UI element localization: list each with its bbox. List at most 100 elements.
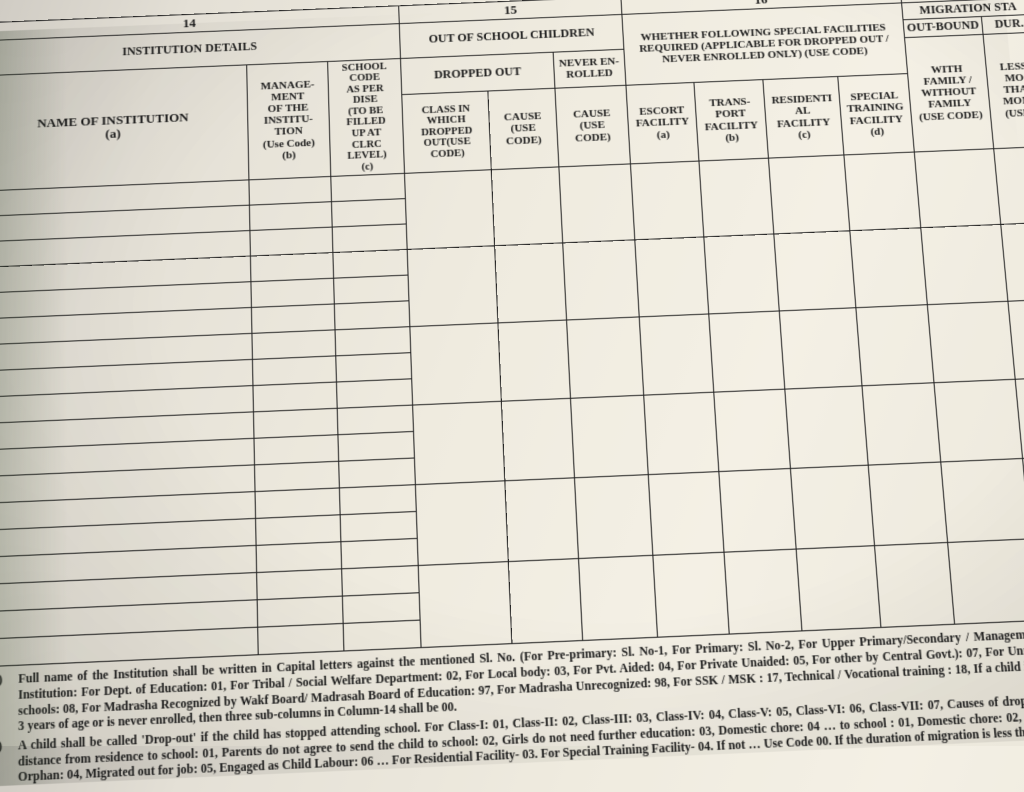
entry-cell	[335, 327, 411, 356]
entry-cell-wide	[796, 546, 881, 631]
entry-cell	[252, 356, 336, 386]
entry-cell-wide	[492, 167, 563, 246]
entry-cell-wide	[405, 170, 495, 250]
entry-cell	[341, 566, 419, 597]
entry-cell	[253, 382, 337, 412]
entry-cell-wide	[509, 559, 582, 644]
data-rows: 1)2)3)1)2)3)1)2)3)1)2)3)1)2)3)1)2)3)	[0, 147, 1024, 668]
entry-cell-wide	[779, 308, 862, 389]
col17-withfam: WITH FAMILY / WITHOUT FAMILY (USE CODE)	[904, 34, 994, 152]
col14-a: NAME OF INSTITUTION (a)	[0, 65, 249, 192]
entry-cell-wide	[773, 231, 856, 311]
entry-cell	[251, 278, 334, 307]
col16-a: ESCORT FACILITY (a)	[626, 82, 699, 164]
entry-cell-wide	[505, 478, 578, 562]
entry-cell-wide	[768, 155, 850, 234]
entry-cell-wide	[724, 549, 801, 634]
col16-c: RESIDENTI AL FACILITY (c)	[762, 76, 844, 158]
entry-cell	[343, 620, 421, 651]
entry-cell	[333, 250, 409, 279]
note-14-idx: (14)	[0, 673, 3, 690]
note-15-idx: (15)	[0, 739, 2, 756]
entry-cell	[331, 173, 406, 201]
entry-cell-wide	[566, 317, 644, 398]
entry-cell-wide	[495, 243, 566, 323]
entry-cell	[341, 539, 419, 569]
entry-cell	[332, 224, 408, 253]
entry-cell-wide	[868, 462, 947, 546]
entry-cell-wide	[940, 459, 1024, 543]
entry-cell	[337, 405, 414, 435]
entry-cell	[252, 330, 336, 360]
entry-cell	[256, 542, 341, 573]
entry-cell-wide	[790, 465, 875, 549]
entry-cell	[338, 458, 415, 488]
entry-cell-wide	[498, 320, 570, 401]
entry-cell-wide	[934, 379, 1023, 462]
entry-cell-wide	[875, 543, 954, 628]
entry-cell	[331, 199, 406, 227]
entry-cell-wide	[419, 562, 513, 648]
entry-cell	[340, 512, 418, 542]
entry-cell	[336, 379, 413, 409]
entry-cell	[254, 461, 339, 491]
entry-cell-wide	[947, 539, 1024, 624]
entry-cell-wide	[578, 555, 657, 640]
entry-cell	[251, 304, 334, 333]
entry-cell-wide	[639, 314, 714, 395]
section-16-title: WHETHER FOLLOWING SPECIAL FACILITIES REQ…	[622, 3, 907, 85]
entry-cell-wide	[413, 401, 505, 484]
entry-cell	[250, 253, 333, 282]
entry-cell-wide	[574, 475, 653, 559]
entry-cell-wide	[570, 395, 648, 478]
entry-cell	[334, 301, 410, 330]
entry-cell-wide	[927, 301, 1016, 383]
survey-form-table: 14 15 16 17 INSTITUTION DETAILS OUT OF S…	[0, 0, 1024, 668]
col16-b: TRANS- PORT FACILITY (b)	[694, 80, 768, 162]
entry-cell-wide	[704, 234, 779, 314]
entry-cell	[255, 488, 340, 518]
entry-cell	[342, 593, 420, 624]
entry-cell	[249, 177, 331, 206]
entry-cell-wide	[920, 225, 1008, 305]
entry-cell	[333, 275, 409, 304]
entry-cell	[255, 515, 340, 546]
col15-class: CLASS IN WHICH DROPPED OUT(USE CODE)	[402, 91, 492, 174]
entry-cell-wide	[653, 552, 730, 637]
col15-cause: CAUSE (USE CODE)	[488, 88, 558, 170]
entry-cell	[257, 569, 343, 600]
col15-cause-never: CAUSE (USE CODE)	[555, 85, 631, 167]
col14-b: MANAGE- MENT OF THE INSTITU- TION (Use C…	[247, 61, 331, 180]
entry-cell	[254, 435, 339, 465]
entry-cell	[257, 596, 343, 627]
entry-cell-wide	[558, 164, 634, 243]
entry-cell	[338, 432, 415, 462]
col15-never: NEVER EN- ROLLED	[553, 49, 626, 88]
col17-dur: DUR.	[982, 15, 1024, 34]
entry-cell-wide	[714, 389, 790, 471]
entry-cell-wide	[407, 246, 498, 327]
entry-cell	[250, 227, 333, 256]
col16-d: SPECIAL TRAINING FACILITY (d)	[838, 74, 914, 156]
entry-cell-wide	[914, 149, 1001, 228]
entry-cell-wide	[850, 228, 927, 308]
entry-cell	[249, 202, 332, 231]
entry-cell-wide	[699, 158, 773, 237]
entry-cell-wide	[502, 398, 574, 480]
entry-cell-wide	[635, 237, 709, 317]
entry-cell-wide	[784, 386, 868, 469]
entry-cell	[339, 485, 416, 515]
entry-cell-wide	[410, 323, 502, 405]
entry-cell-wide	[862, 383, 940, 465]
entry-cell-wide	[630, 161, 704, 240]
col14-c: SCHOOL CODE AS PER DISE (TO BE FILLED UP…	[327, 58, 404, 176]
entry-cell-wide	[719, 469, 796, 553]
entry-cell-wide	[648, 472, 724, 556]
entry-cell-wide	[844, 152, 920, 231]
entry-cell-wide	[562, 240, 639, 320]
entry-cell	[336, 353, 412, 382]
entry-cell-wide	[644, 392, 719, 474]
entry-cell	[258, 624, 344, 655]
entry-cell-wide	[856, 305, 933, 386]
entry-cell	[253, 408, 337, 438]
